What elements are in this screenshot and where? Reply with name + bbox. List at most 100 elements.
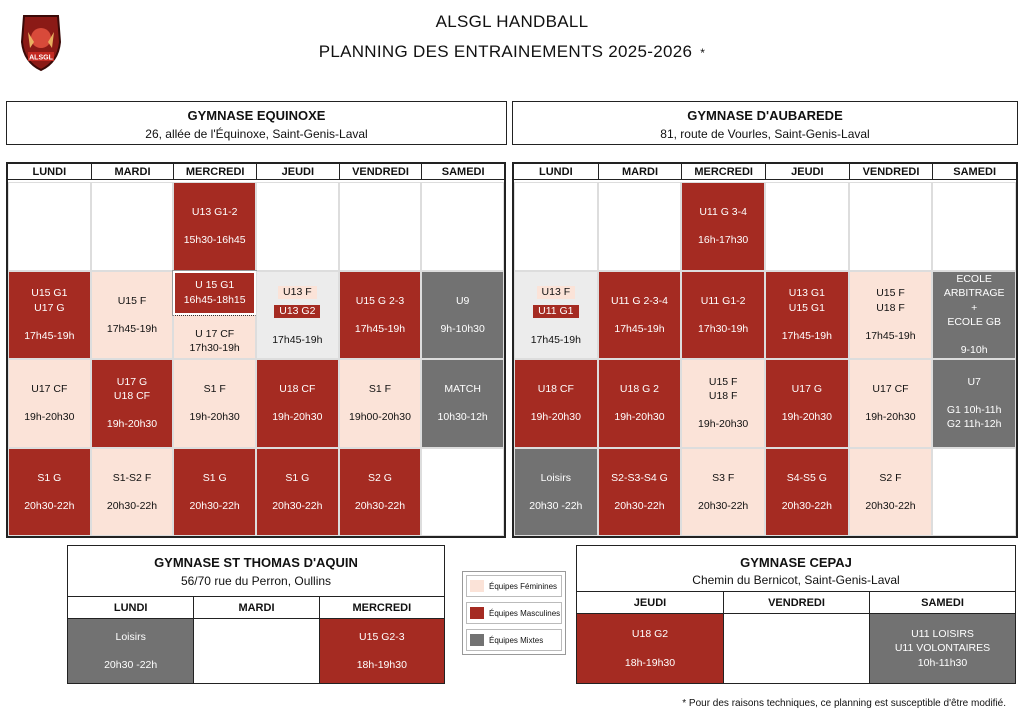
- day-header-vendredi: VENDREDI: [338, 164, 422, 180]
- time-line: G2 11h-12h: [946, 418, 1002, 431]
- schedule-cell: U15 F U18 F 19h-20h30: [681, 359, 765, 448]
- schedule-cell: U15 F U18 F 17h45-19h: [848, 270, 933, 359]
- time-line: 20h30-22h: [614, 499, 665, 512]
- team-line: Loisirs: [540, 471, 571, 484]
- team-tag: U13 F: [536, 285, 576, 299]
- schedule-cell: U11 G1-2 17h30-19h: [681, 270, 765, 359]
- team-line: ARBITRAGE: [943, 287, 1005, 300]
- time-slot: 17h45-19h: [107, 322, 157, 336]
- schedule-cell: Loisirs 20h30 -22h: [514, 447, 598, 536]
- team-name: S1 F: [369, 382, 391, 396]
- team-name: U11 LOISIRS U11 VOLONTAIRES 10h-11h30: [895, 627, 990, 670]
- club-title: ALSGL HANDBALL: [435, 12, 589, 31]
- day-header-vendredi: VENDREDI: [723, 592, 869, 614]
- schedule-cell: U13 F U11 G1 17h45-19h: [514, 270, 598, 359]
- team-line: S1 F: [203, 383, 226, 396]
- schedule-cell: U15 G 2-3 17h45-19h: [338, 270, 422, 359]
- team-tag: U11 G1: [533, 304, 579, 318]
- time-slot: 20h30 -22h: [104, 658, 157, 672]
- team-line: ECOLE: [956, 273, 992, 286]
- schedule-cell: U17 G 19h-20h30: [765, 359, 849, 448]
- team-name: U17 CF: [31, 382, 67, 396]
- legend-feminine-swatch: [470, 580, 484, 592]
- gym-aubarede-address: 81, route de Vourles, Saint-Genis-Laval: [660, 127, 870, 141]
- time-line: 20h30-22h: [106, 499, 158, 512]
- time-slot: 17h45-19h: [272, 333, 323, 346]
- team-line: S1-S2 F: [112, 471, 152, 484]
- gym-equinoxe-address: 26, allée de l'Équinoxe, Saint-Genis-Lav…: [145, 127, 368, 141]
- time-slot: 16h-17h30: [698, 233, 748, 247]
- team-line: U15 F: [708, 375, 738, 388]
- team-line: MATCH: [444, 383, 481, 396]
- schedule-cell: [421, 182, 504, 271]
- team-name: U17 G: [792, 382, 822, 396]
- time-slot: 20h30-22h: [355, 499, 405, 513]
- color-legend: Équipes Féminines Équipes Masculines Équ…: [462, 571, 566, 655]
- legend-mixed: Équipes Mixtes: [466, 629, 562, 651]
- day-header-mardi: MARDI: [193, 597, 319, 619]
- time-slot: 17h45-19h: [865, 329, 915, 343]
- time-line: 19h-20h30: [106, 418, 158, 431]
- team-line: U 15 G1: [195, 279, 235, 292]
- time-slot: 19h-20h30: [782, 410, 832, 424]
- day-header-mercredi: MERCREDI: [681, 164, 765, 180]
- schedule-cell: [848, 182, 933, 271]
- time-line: 20h30-22h: [781, 499, 832, 512]
- schedule-cell: U17 CF 19h-20h30: [8, 359, 91, 448]
- team-line: U15 G2-3: [359, 630, 405, 643]
- schedule-cell: U18 G 2 19h-20h30: [597, 359, 682, 448]
- schedule-cell: U13 F U13 G2 17h45-19h: [256, 270, 339, 359]
- schedule-cell: [90, 182, 174, 271]
- day-header-lundi: LUNDI: [68, 597, 194, 619]
- schedule-cell: S3 F 20h30-22h: [681, 447, 765, 536]
- day-header-lundi: LUNDI: [8, 164, 91, 180]
- schedule-cell: U11 G 2-3-4 17h45-19h: [597, 270, 682, 359]
- schedule-cell: U 17 CF 17h30-19h: [173, 314, 256, 359]
- time-slot: G1 10h-11h G2 11h-12h: [947, 403, 1002, 431]
- team-line: S1 G: [202, 471, 227, 484]
- day-header-samedi: SAMEDI: [932, 164, 1016, 180]
- team-line: 10h-11h30: [917, 656, 968, 669]
- team-line: U17 G: [791, 383, 822, 396]
- gym-cepaj-name: GYMNASE CEPAJ: [740, 555, 852, 570]
- gym-aubarede-header: GYMNASE D'AUBAREDE 81, route de Vourles,…: [512, 101, 1018, 145]
- team-line: U 17 CF: [195, 327, 235, 340]
- schedule-cell: [8, 182, 91, 271]
- time-line: 17h45-19h: [865, 329, 916, 342]
- gym-aubarede-name: GYMNASE D'AUBAREDE: [687, 108, 843, 123]
- schedule-aubarede: LUNDI MARDI MERCREDI JEUDI VENDREDI SAMEDI U11…: [512, 162, 1018, 538]
- team-name: U15 F: [118, 294, 147, 308]
- team-line: S1 G: [37, 471, 62, 484]
- schedule-cell: S4-S5 G 20h30-22h: [765, 447, 849, 536]
- schedule-st-thomas: LUNDI MARDI MERCREDI Loisirs 20h30 -22h U15 G…: [68, 597, 444, 683]
- schedule-cell: S2 F 20h30-22h: [848, 447, 933, 536]
- time-slot: 20h30-22h: [698, 499, 748, 513]
- time-slot: 19h00-20h30: [349, 410, 411, 424]
- schedule-cell: U15 G1 U17 G 17h45-19h: [8, 270, 91, 359]
- team-line: U17 CF: [872, 383, 909, 396]
- time-slot: 17h45-19h: [614, 322, 664, 336]
- team-line: 16h45-18h15: [183, 293, 246, 306]
- schedule-cell: U15 F 17h45-19h: [90, 270, 174, 359]
- team-line: U17 CF: [31, 383, 68, 396]
- team-name: U7: [967, 375, 980, 389]
- schedule-cell: U15 G2-3 18h-19h30: [318, 619, 444, 683]
- legend-mixed-swatch: [470, 634, 484, 646]
- gym-st-thomas: GYMNASE ST THOMAS D'AQUIN 56/70 rue du P…: [67, 545, 445, 684]
- day-header-lundi: LUNDI: [514, 164, 598, 180]
- svg-text:ALSGL: ALSGL: [29, 55, 53, 62]
- schedule-cell: [514, 182, 598, 271]
- day-header-samedi: SAMEDI: [421, 164, 504, 180]
- team-line: ECOLE GB: [947, 315, 1001, 328]
- time-line: 19h-20h30: [24, 411, 75, 424]
- team-line: U18 G 2: [619, 383, 660, 396]
- team-name: S2-S3-S4 G: [611, 471, 668, 485]
- team-line: U15 G1: [31, 287, 68, 300]
- schedule-cell: [932, 447, 1016, 536]
- team-line: S3 F: [712, 471, 735, 484]
- time-slot: 17h45-19h: [530, 333, 581, 346]
- schedule-cell: U 15 G1 16h45-18h15: [172, 269, 257, 316]
- team-name: U17 CF: [872, 382, 908, 396]
- time-line: 15h30-16h45: [183, 234, 246, 247]
- gym-st-thomas-address: 56/70 rue du Perron, Oullins: [180, 574, 332, 588]
